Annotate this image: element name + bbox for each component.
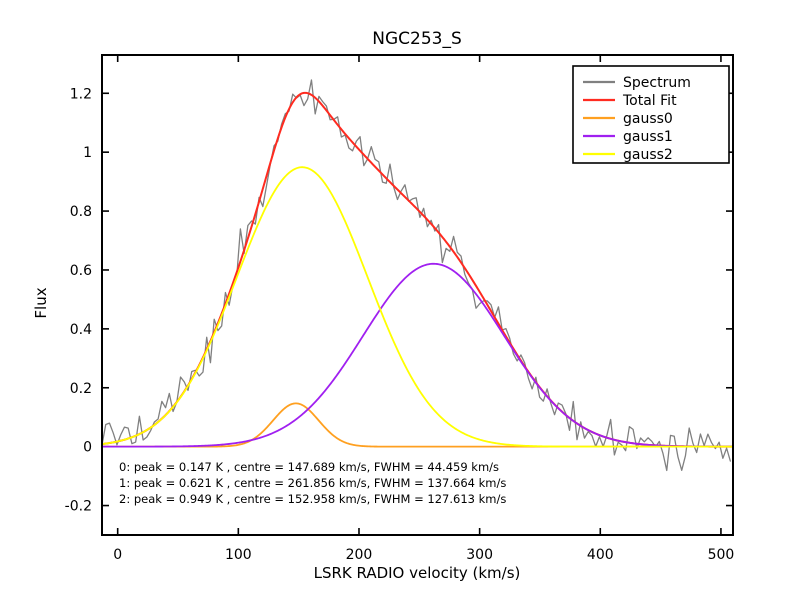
- series-gauss2: [101, 166, 734, 448]
- y-tick-label: 0: [83, 440, 92, 456]
- x-tick-label: 100: [225, 547, 252, 563]
- series-gauss1: [101, 262, 734, 448]
- legend-label-gauss2[interactable]: gauss2: [623, 147, 673, 163]
- annotation-line: 0: peak = 0.147 K , centre = 147.689 km/…: [119, 460, 499, 474]
- y-tick-label: 0.8: [70, 204, 92, 220]
- x-tick-label: 400: [587, 547, 614, 563]
- y-tick-label: 0.2: [70, 381, 92, 397]
- legend-label-gauss1[interactable]: gauss1: [623, 129, 673, 145]
- y-tick-label: 1.2: [70, 86, 92, 102]
- y-tick-label: 0.6: [70, 263, 92, 279]
- x-tick-label: 0: [113, 547, 122, 563]
- x-tick-label: 300: [466, 547, 493, 563]
- legend-label-spectrum[interactable]: Spectrum: [623, 75, 691, 91]
- y-axis-ticks: -0.2 0 0.2 0.4 0.6 0.8 1 1.2: [65, 86, 733, 515]
- y-axis-label: Flux: [32, 287, 50, 318]
- y-tick-label: 0.4: [70, 322, 92, 338]
- plot-frame: [101, 54, 734, 536]
- annotation-line: 1: peak = 0.621 K , centre = 261.856 km/…: [119, 476, 506, 490]
- y-tick-label: -0.2: [65, 499, 92, 515]
- fit-parameter-annotations: 0: peak = 0.147 K , centre = 147.689 km/…: [119, 460, 506, 506]
- legend[interactable]: Spectrum Total Fit gauss0 gauss1 gauss2: [572, 65, 730, 164]
- series-spectrum: [101, 79, 731, 472]
- legend-label-total-fit[interactable]: Total Fit: [622, 93, 677, 109]
- x-axis-label: LSRK RADIO velocity (km/s): [314, 564, 521, 582]
- x-axis-ticks: 0 100 200 300 400 500: [113, 55, 734, 563]
- x-tick-label: 200: [346, 547, 373, 563]
- x-tick-label: 500: [708, 547, 735, 563]
- legend-label-gauss0[interactable]: gauss0: [623, 111, 673, 127]
- y-tick-label: 1: [83, 145, 92, 161]
- annotation-line: 2: peak = 0.949 K , centre = 152.958 km/…: [119, 492, 506, 506]
- page-title: NGC253_S: [372, 29, 462, 49]
- plot-curves: [101, 79, 734, 472]
